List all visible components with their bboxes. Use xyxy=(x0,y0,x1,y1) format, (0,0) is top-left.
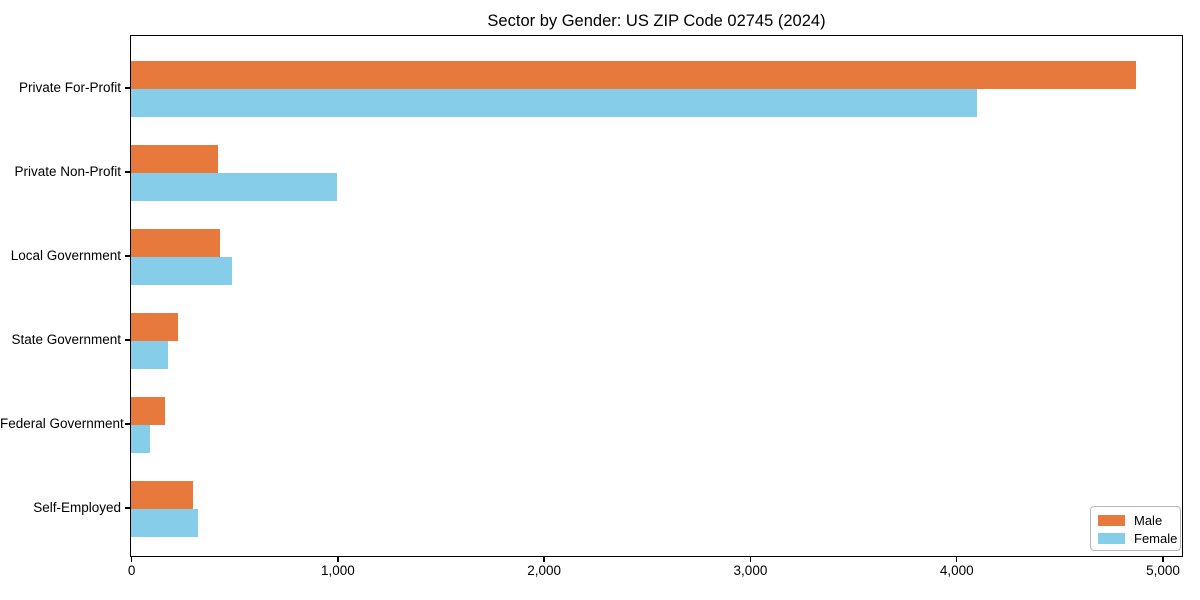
bar-female-2 xyxy=(131,173,338,201)
y-axis-label-5: Federal Government xyxy=(0,416,124,431)
y-tick-mark xyxy=(125,507,130,509)
bar-male-3 xyxy=(131,229,220,257)
bar-male-1 xyxy=(131,61,1136,89)
x-tick-mark xyxy=(130,557,133,562)
x-tick-mark xyxy=(543,557,545,562)
y-axis-label-4: State Government xyxy=(11,332,121,347)
bar-female-5 xyxy=(131,425,150,453)
y-tick-mark xyxy=(125,339,130,341)
x-tick-label-4: 3,000 xyxy=(733,563,768,578)
y-axis-label-1: Private For-Profit xyxy=(18,80,121,95)
x-tick-label-6: 5,000 xyxy=(1146,563,1180,578)
bar-female-3 xyxy=(131,257,233,285)
bar-female-1 xyxy=(131,89,977,117)
x-tick-mark xyxy=(749,557,752,562)
plot-area xyxy=(130,35,1183,557)
legend-entry-female: Female xyxy=(1098,530,1177,546)
x-tick-label-1: 0 xyxy=(127,563,136,578)
bar-female-4 xyxy=(131,341,169,369)
x-tick-label-5: 4,000 xyxy=(939,563,974,578)
y-tick-mark xyxy=(125,171,130,173)
y-axis-label-2: Private Non-Profit xyxy=(14,164,121,179)
bar-female-6 xyxy=(131,509,198,537)
x-tick-label-3: 2,000 xyxy=(527,563,562,578)
bar-male-6 xyxy=(131,481,193,509)
x-tick-mark xyxy=(337,557,339,562)
x-tick-label-2: 1,000 xyxy=(320,563,355,578)
y-tick-mark xyxy=(125,255,130,257)
chart-title: Sector by Gender: US ZIP Code 02745 (202… xyxy=(487,12,826,30)
legend-label-male: Male xyxy=(1134,512,1163,528)
legend-swatch-male xyxy=(1098,514,1125,526)
legend-label-female: Female xyxy=(1134,530,1178,546)
bar-male-4 xyxy=(131,313,179,341)
legend-swatch-female xyxy=(1098,532,1125,544)
y-axis-label-6: Self-Employed xyxy=(33,500,121,515)
legend-entry-male: Male xyxy=(1098,512,1173,528)
x-tick-mark xyxy=(1162,557,1164,562)
y-tick-mark xyxy=(125,87,130,89)
bar-male-5 xyxy=(131,397,165,425)
x-tick-mark xyxy=(956,557,958,562)
bar-male-2 xyxy=(131,145,218,173)
y-axis-label-3: Local Government xyxy=(10,248,121,263)
legend: Male Female xyxy=(1090,506,1181,551)
y-tick-mark xyxy=(125,423,130,425)
